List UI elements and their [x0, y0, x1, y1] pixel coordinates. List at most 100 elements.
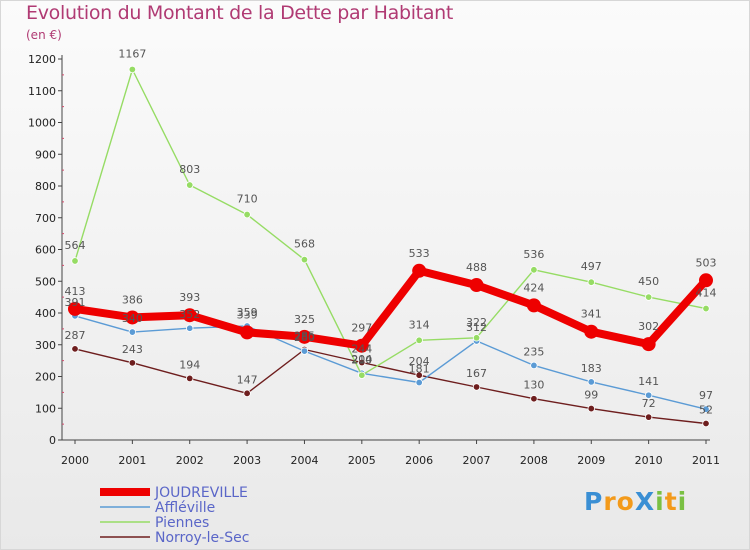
- data-label: 536: [523, 248, 544, 261]
- data-point: [128, 359, 137, 367]
- x-tick-label: 2011: [692, 454, 720, 467]
- x-tick-label: 2000: [61, 454, 89, 467]
- data-point: [128, 65, 137, 74]
- x-tick-label: 2004: [290, 454, 318, 467]
- series-layer: [68, 65, 713, 428]
- proxiti-logo: ProXiti: [584, 487, 687, 516]
- data-label: 204: [409, 355, 430, 368]
- data-point: [243, 389, 251, 398]
- legend-label: Affléville: [155, 500, 215, 516]
- data-label: 352: [179, 308, 200, 321]
- data-label: 325: [294, 313, 315, 326]
- x-tick-label: 2001: [118, 454, 146, 467]
- data-point: [530, 361, 538, 370]
- data-label: 803: [179, 163, 200, 176]
- data-label: 359: [237, 306, 258, 319]
- data-point: [472, 334, 481, 342]
- data-label: 314: [409, 318, 430, 331]
- y-tick-label: 100: [35, 402, 56, 415]
- data-label: 340: [122, 312, 143, 325]
- x-tick-label: 2010: [635, 454, 663, 467]
- data-point: [71, 345, 79, 353]
- data-point: [587, 378, 595, 386]
- y-tick-label: 900: [35, 148, 56, 161]
- data-point: [297, 329, 312, 344]
- logo-letter: P: [584, 487, 604, 516]
- y-tick-label: 600: [35, 244, 56, 257]
- data-point: [526, 298, 541, 313]
- data-point: [358, 371, 366, 379]
- data-label: 204: [351, 353, 372, 366]
- y-tick-label: 300: [35, 339, 56, 352]
- data-point: [300, 347, 309, 355]
- data-point: [128, 328, 137, 336]
- data-point: [644, 391, 653, 399]
- data-point: [702, 304, 710, 313]
- data-point: [71, 257, 79, 265]
- data-label: 497: [581, 260, 602, 273]
- data-label: 52: [699, 403, 713, 416]
- data-point: [587, 278, 595, 286]
- data-point: [186, 181, 194, 189]
- data-point: [240, 325, 255, 340]
- data-label: 386: [122, 293, 143, 306]
- series-line-norroy-le-sec: [74, 348, 707, 425]
- data-point: [530, 266, 538, 274]
- data-label: 97: [699, 389, 713, 402]
- axes: 0 100 200 300 400 500 600 700 800 900 1000 1100 1200…: [28, 53, 720, 467]
- y-tick-label: 500: [35, 275, 56, 288]
- data-point: [358, 358, 366, 367]
- y-tick-label: 200: [35, 371, 56, 384]
- chart-unit-label: (en €): [26, 28, 62, 42]
- data-label: 488: [466, 261, 487, 274]
- x-tick-label: 2006: [405, 454, 433, 467]
- data-point: [243, 210, 251, 219]
- x-tick-label: 2008: [520, 454, 548, 467]
- legend: JOUDREVILLEAfflévillePiennesNorroy-le-Se…: [100, 485, 249, 546]
- y-tick-label: 800: [35, 180, 56, 193]
- data-label: 297: [351, 322, 372, 335]
- data-label: 181: [409, 363, 430, 376]
- data-point: [469, 278, 484, 293]
- data-label: 564: [65, 239, 86, 252]
- data-label: 503: [696, 256, 717, 269]
- data-label: 167: [466, 367, 487, 380]
- data-point: [702, 405, 710, 413]
- logo-letter: i: [655, 487, 665, 516]
- data-label: 339: [237, 308, 258, 321]
- x-tick-label: 2003: [233, 454, 261, 467]
- data-point: [182, 308, 197, 323]
- data-point: [644, 413, 653, 421]
- data-label: 533: [409, 247, 430, 260]
- x-tick-label: 2009: [577, 454, 605, 467]
- data-label: 285: [294, 330, 315, 343]
- data-label: 312: [466, 321, 487, 334]
- data-label: 391: [65, 296, 86, 309]
- data-point: [354, 338, 369, 353]
- logo-letter: X: [634, 487, 656, 516]
- logo-letter: t: [664, 487, 678, 516]
- data-label: 424: [523, 281, 544, 294]
- data-point: [300, 255, 309, 264]
- data-label: 99: [584, 389, 598, 402]
- data-point: [644, 293, 653, 301]
- data-label: 280: [294, 331, 315, 344]
- data-point: [415, 371, 423, 379]
- logo-letter: o: [616, 487, 635, 516]
- data-label: 244: [351, 343, 372, 356]
- data-point: [584, 324, 599, 339]
- logo-letter: i: [677, 487, 688, 516]
- y-tick-label: 1000: [28, 117, 56, 130]
- data-label: 141: [638, 375, 659, 388]
- x-tick-label: 2007: [463, 454, 491, 467]
- data-label: 287: [65, 329, 86, 342]
- data-label: 568: [294, 238, 315, 251]
- data-point: [641, 337, 656, 352]
- data-label: 130: [523, 379, 544, 392]
- data-label: 341: [581, 308, 602, 321]
- data-point: [415, 378, 423, 387]
- data-point: [68, 301, 82, 316]
